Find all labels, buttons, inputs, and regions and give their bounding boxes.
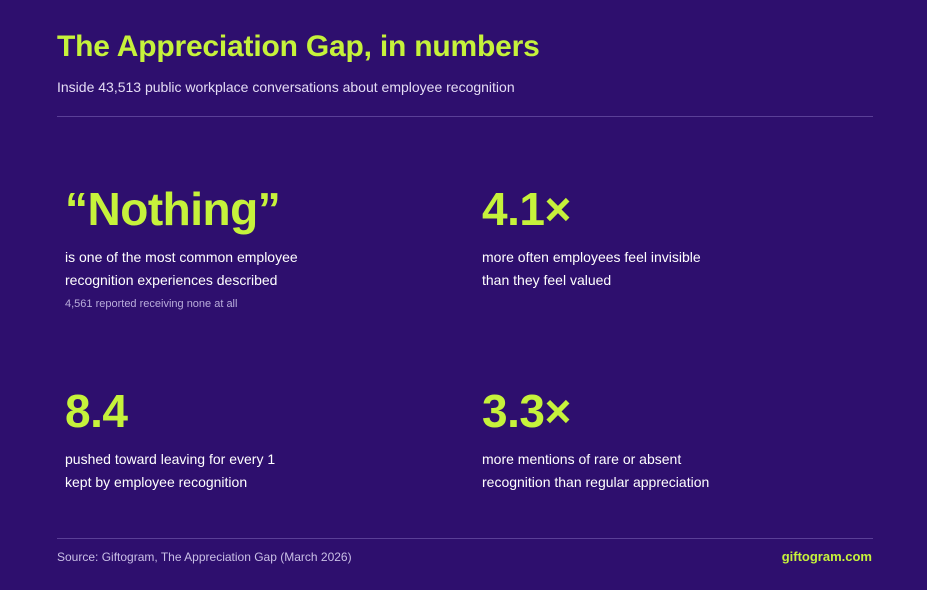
stat-description: pushed toward leaving for every 1 kept b… — [65, 448, 385, 494]
stat-description-line: more mentions of rare or absent — [482, 451, 682, 467]
stat-value: 3.3× — [482, 385, 571, 437]
stat-description-line: pushed toward leaving for every 1 — [65, 451, 276, 467]
stat-leaving-ratio: 8.4 pushed toward leaving for every 1 ke… — [65, 385, 385, 494]
stat-value: “Nothing” — [65, 183, 281, 235]
stat-description-line: more often employees feel invisible — [482, 249, 701, 265]
stat-description: more mentions of rare or absent recognit… — [482, 448, 802, 494]
footer-divider — [57, 538, 873, 539]
stat-description-line: is one of the most common employee — [65, 249, 298, 265]
stat-description: is one of the most common employee recog… — [65, 246, 385, 292]
source-citation: Source: Giftogram, The Appreciation Gap … — [57, 550, 352, 564]
stat-description-line: kept by employee recognition — [65, 474, 248, 490]
stat-description-line: than they feel valued — [482, 272, 612, 288]
page-subtitle: Inside 43,513 public workplace conversat… — [57, 79, 515, 95]
stat-description-line: recognition experiences described — [65, 272, 278, 288]
stat-value: 4.1× — [482, 183, 571, 235]
stat-invisible-ratio: 4.1× more often employees feel invisible… — [482, 183, 802, 292]
stat-rare-recognition-ratio: 3.3× more mentions of rare or absent rec… — [482, 385, 802, 494]
stat-description: more often employees feel invisible than… — [482, 246, 802, 292]
page-title: The Appreciation Gap, in numbers — [57, 30, 540, 63]
stat-value: 8.4 — [65, 385, 128, 437]
stat-nothing: “Nothing” is one of the most common empl… — [65, 183, 385, 310]
header-divider — [57, 116, 873, 117]
stat-description-line: recognition than regular appreciation — [482, 474, 710, 490]
stat-note: 4,561 reported receiving none at all — [65, 298, 238, 310]
brand-link[interactable]: giftogram.com — [781, 549, 872, 564]
